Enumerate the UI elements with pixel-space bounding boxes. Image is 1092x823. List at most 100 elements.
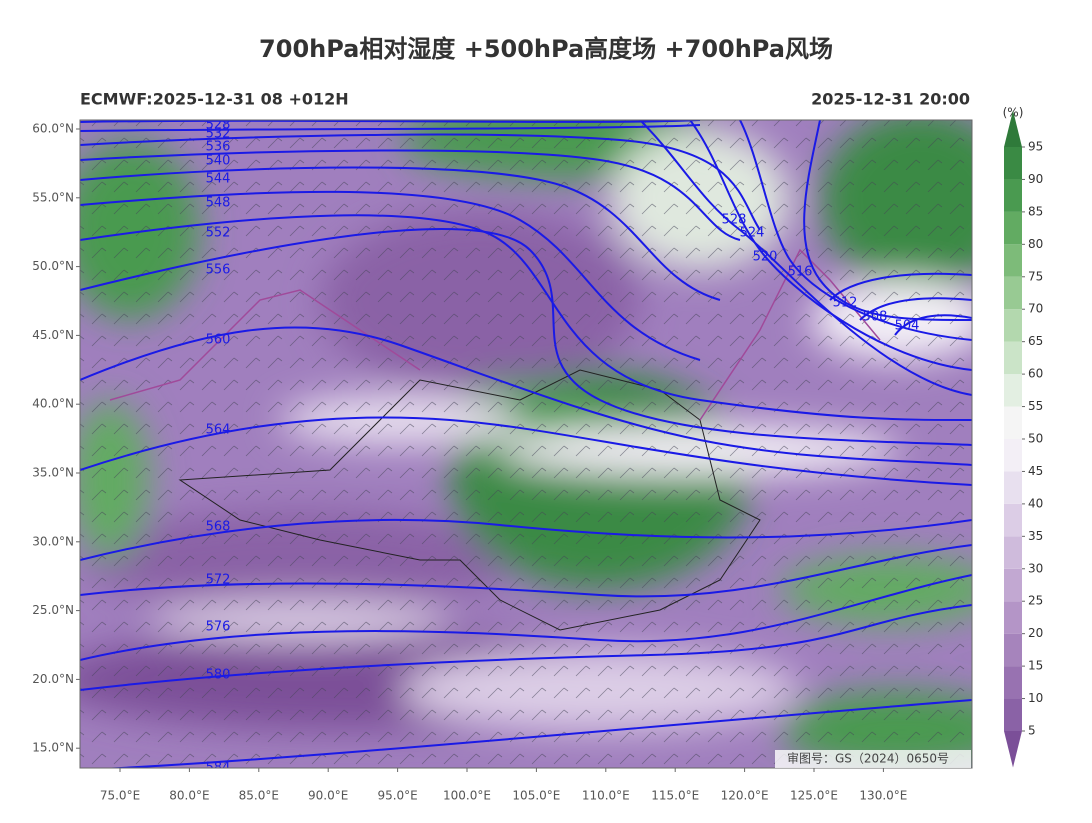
colorbar-band — [1004, 374, 1022, 407]
colorbar-band — [1004, 698, 1022, 731]
colorbar-band — [1004, 211, 1022, 245]
lat-label: 55.0°N — [32, 190, 74, 204]
colorbar-label: 10 — [1028, 691, 1043, 705]
valid-time: 2025-12-31 20:00 — [811, 90, 970, 109]
lon-label: 125.0°E — [790, 789, 838, 803]
contour-label: 536 — [206, 140, 231, 155]
contour-line — [80, 326, 972, 466]
colorbar-label: 50 — [1028, 432, 1043, 446]
contour-line — [80, 574, 972, 661]
lon-label: 75.0°E — [100, 789, 140, 803]
colorbar-band — [1004, 439, 1022, 472]
colorbar-label: 45 — [1028, 464, 1043, 478]
lon-label: 80.0°E — [169, 789, 209, 803]
contour-label: 556 — [206, 263, 231, 278]
lat-label: 60.0°N — [32, 122, 74, 136]
colorbar-label: 30 — [1028, 561, 1043, 575]
contour-line — [80, 416, 972, 486]
colorbar-label: 75 — [1028, 269, 1043, 283]
colorbar-low — [1004, 731, 1022, 768]
contour-label: 584 — [206, 761, 231, 776]
contour-label: 544 — [206, 172, 231, 187]
colorbar-band — [1004, 276, 1022, 310]
lon-label: 90.0°E — [308, 789, 348, 803]
contour-line — [803, 120, 972, 321]
contour-label: 516 — [788, 265, 813, 280]
lon-label: 130.0°E — [859, 789, 907, 803]
map-area: 5285325365405445485525565605645685725765… — [80, 120, 972, 776]
contour-line — [739, 120, 972, 341]
contour-label: 508 — [863, 310, 888, 325]
colorbar-band — [1004, 179, 1022, 212]
colorbar-band — [1004, 471, 1022, 504]
colorbar-label: 25 — [1028, 594, 1043, 608]
contour-line — [80, 166, 721, 301]
colorbar-label: 80 — [1028, 237, 1043, 251]
contour-label: 512 — [833, 296, 858, 311]
contour-label: 520 — [753, 250, 778, 265]
contour-label: 560 — [206, 333, 231, 348]
lat-label: 40.0°N — [32, 397, 74, 411]
lon-label: 100.0°E — [443, 789, 491, 803]
colorbar-label: 40 — [1028, 496, 1043, 510]
colorbar-label: 60 — [1028, 367, 1043, 381]
watermark: 审图号：GS（2024）0650号 — [787, 751, 949, 766]
contour-line — [80, 518, 972, 561]
contour-line — [80, 544, 972, 598]
contour-line — [894, 314, 972, 336]
colorbar-label: 70 — [1028, 302, 1043, 316]
colorbar-label: 95 — [1028, 140, 1043, 154]
contour-line — [80, 190, 701, 361]
lon-label: 85.0°E — [239, 789, 279, 803]
colorbar-band — [1004, 536, 1022, 569]
contour-label: 524 — [740, 226, 765, 241]
contour-line — [80, 120, 701, 123]
contour-label: 572 — [206, 573, 231, 588]
contour-label: 548 — [206, 196, 231, 211]
lon-label: 95.0°E — [377, 789, 417, 803]
colorbar-band — [1004, 244, 1022, 277]
colorbar-band — [1004, 147, 1022, 180]
contour-line — [689, 120, 972, 371]
title: 700hPa相对湿度 +500hPa高度场 +700hPa风场 — [259, 35, 833, 63]
contour-label: 504 — [895, 319, 920, 334]
contour-line — [639, 120, 972, 396]
lat-label: 45.0°N — [32, 328, 74, 342]
colorbar-band — [1004, 601, 1022, 634]
contour-line — [829, 272, 972, 301]
contour-label: 568 — [206, 520, 231, 535]
lat-label: 15.0°N — [32, 741, 74, 755]
colorbar-band — [1004, 568, 1022, 602]
contour-label: 576 — [206, 620, 231, 635]
colorbar-band — [1004, 341, 1022, 375]
lon-label: 110.0°E — [582, 789, 630, 803]
contour-label: 580 — [206, 668, 231, 683]
colorbar-label: 35 — [1028, 529, 1043, 543]
contour-label: 552 — [206, 226, 231, 241]
contour-line — [859, 297, 972, 321]
colorbar-label: 20 — [1028, 626, 1043, 640]
contour-line — [100, 699, 972, 768]
height-contours: 5285325365405445485525565605645685725765… — [80, 120, 972, 776]
lat-label: 25.0°N — [32, 603, 74, 617]
lat-label: 30.0°N — [32, 534, 74, 548]
contour-line — [80, 149, 741, 241]
contour-line — [80, 214, 972, 421]
lat-label: 50.0°N — [32, 259, 74, 273]
colorbar-label: 90 — [1028, 172, 1043, 186]
colorbar-label: 15 — [1028, 659, 1043, 673]
colorbar-band — [1004, 406, 1022, 439]
contour-line — [80, 133, 761, 231]
colorbar-band — [1004, 503, 1022, 537]
colorbar-label: 5 — [1028, 724, 1036, 738]
colorbar-band — [1004, 633, 1022, 667]
colorbar-label: 55 — [1028, 399, 1043, 413]
lon-label: 115.0°E — [651, 789, 699, 803]
run-info: ECMWF:2025-12-31 08 +012H — [80, 90, 349, 109]
lon-label: 105.0°E — [512, 789, 560, 803]
map-frame — [79, 119, 973, 769]
contour-line — [80, 604, 972, 691]
colorbar-band — [1004, 309, 1022, 342]
